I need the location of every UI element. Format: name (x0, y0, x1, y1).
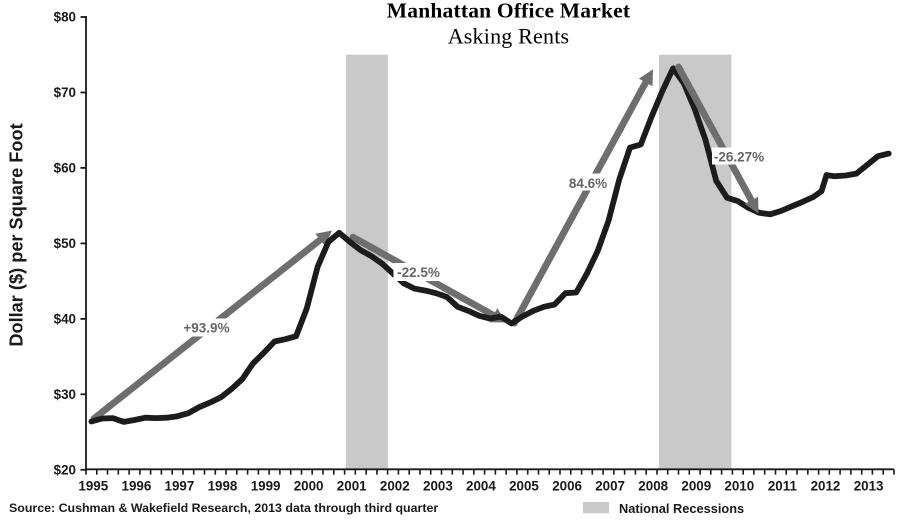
svg-text:$50: $50 (54, 236, 76, 251)
svg-text:Dollar ($) per Square Foot: Dollar ($) per Square Foot (7, 123, 27, 346)
svg-text:Manhattan Office Market: Manhattan Office Market (387, 0, 631, 23)
svg-text:84.6%: 84.6% (569, 176, 607, 191)
svg-text:$70: $70 (54, 85, 76, 100)
svg-text:$60: $60 (54, 161, 76, 176)
svg-text:2003: 2003 (423, 479, 453, 494)
svg-text:Source: Cushman & Wakefield Re: Source: Cushman & Wakefield Research, 20… (9, 501, 438, 515)
svg-text:+93.9%: +93.9% (183, 321, 229, 336)
svg-text:2005: 2005 (509, 479, 539, 494)
svg-text:$40: $40 (54, 312, 76, 327)
svg-text:National Recessions: National Recessions (619, 501, 744, 516)
svg-text:1996: 1996 (122, 479, 152, 494)
svg-text:1997: 1997 (165, 479, 195, 494)
svg-text:1995: 1995 (78, 479, 108, 494)
svg-text:2008: 2008 (638, 479, 668, 494)
svg-text:-22.5%: -22.5% (397, 265, 440, 280)
svg-text:1999: 1999 (251, 479, 281, 494)
svg-text:2010: 2010 (724, 479, 754, 494)
svg-text:2006: 2006 (552, 479, 582, 494)
svg-text:1998: 1998 (208, 479, 238, 494)
svg-text:2011: 2011 (768, 479, 798, 494)
svg-text:$80: $80 (54, 10, 76, 25)
svg-text:2004: 2004 (466, 479, 496, 494)
svg-text:Asking Rents: Asking Rents (448, 23, 570, 48)
svg-text:2002: 2002 (380, 479, 410, 494)
svg-text:2001: 2001 (337, 479, 367, 494)
svg-text:2012: 2012 (811, 479, 841, 494)
svg-text:2013: 2013 (854, 479, 884, 494)
svg-text:$30: $30 (54, 387, 76, 402)
svg-text:$20: $20 (54, 463, 76, 478)
svg-text:-26.27%: -26.27% (714, 150, 764, 165)
svg-text:2000: 2000 (294, 479, 324, 494)
svg-text:2007: 2007 (595, 479, 625, 494)
svg-text:2009: 2009 (681, 479, 711, 494)
